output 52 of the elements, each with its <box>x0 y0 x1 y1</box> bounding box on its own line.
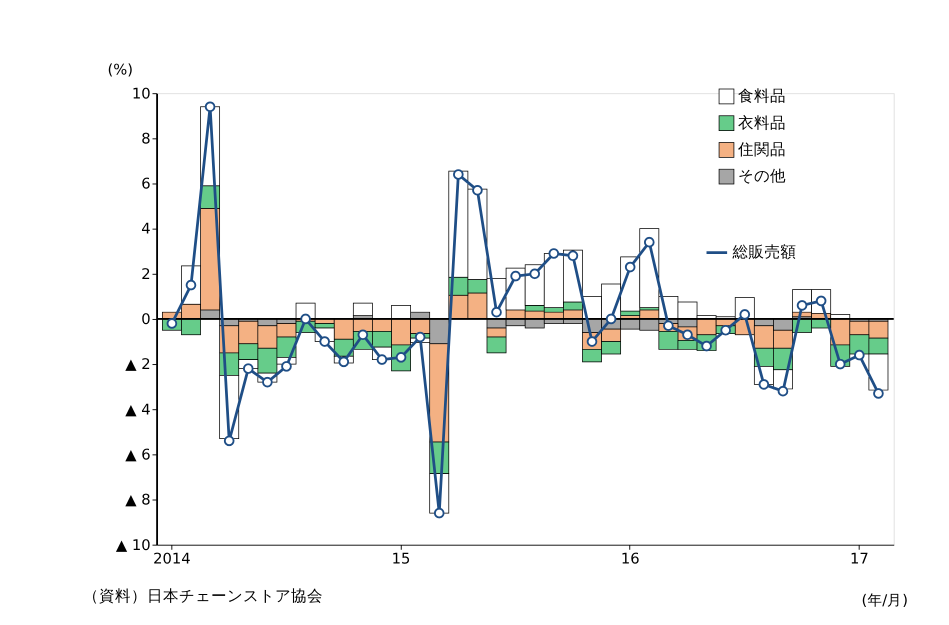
y-tick-label: 4 <box>141 220 151 238</box>
point <box>854 350 865 360</box>
x-axis-title: (年/月) <box>862 592 908 610</box>
point <box>376 354 388 365</box>
point <box>414 332 426 342</box>
legend-label: 住関品 <box>737 140 786 158</box>
point <box>472 185 483 196</box>
y-tick-label: 6 <box>141 176 151 193</box>
point <box>606 314 616 324</box>
point <box>529 268 540 280</box>
point <box>510 270 521 282</box>
y-tick-label: 8 <box>141 130 151 148</box>
point <box>568 250 578 262</box>
legend-label: 衣料品 <box>738 112 786 132</box>
x-tick-label: 2014 <box>153 550 191 568</box>
text: （資料）日本チェーンストア協会 <box>82 586 323 605</box>
point <box>778 386 788 396</box>
point <box>644 236 655 248</box>
point <box>834 358 846 370</box>
point <box>224 436 234 446</box>
point <box>204 101 216 112</box>
y-tick-label: ▲ 10 <box>116 536 151 554</box>
y-tick-label: ▲ 6 <box>125 446 151 464</box>
y-axis-title: (%) <box>107 61 133 78</box>
y-tick-label: ▲ 8 <box>125 492 151 509</box>
point <box>453 169 464 180</box>
point <box>491 306 502 318</box>
x-tick-label: 15 <box>392 550 410 568</box>
point <box>663 320 674 332</box>
point <box>548 248 560 259</box>
y-tick-label: 10 <box>132 85 151 102</box>
point <box>873 388 884 399</box>
point <box>624 262 636 272</box>
point <box>720 324 731 336</box>
point <box>434 508 445 518</box>
legend-label: 総販売額 <box>731 242 796 262</box>
y-tick-label: 2 <box>141 266 151 283</box>
bar <box>352 302 373 316</box>
point <box>281 361 292 372</box>
point <box>300 314 311 324</box>
point <box>262 376 273 388</box>
point <box>242 363 254 374</box>
y-tick-label: 0 <box>141 311 151 328</box>
y-tick-label: ▲ 2 <box>125 356 151 374</box>
legend-label: その他 <box>738 166 786 186</box>
point <box>319 336 330 347</box>
y-tick-label: ▲ 4 <box>125 401 151 418</box>
legend-label: 食料品 <box>738 86 786 106</box>
point <box>739 309 750 320</box>
x-tick-label: 16 <box>620 550 640 568</box>
point <box>758 379 770 390</box>
x-tick-label: 17 <box>850 550 869 568</box>
